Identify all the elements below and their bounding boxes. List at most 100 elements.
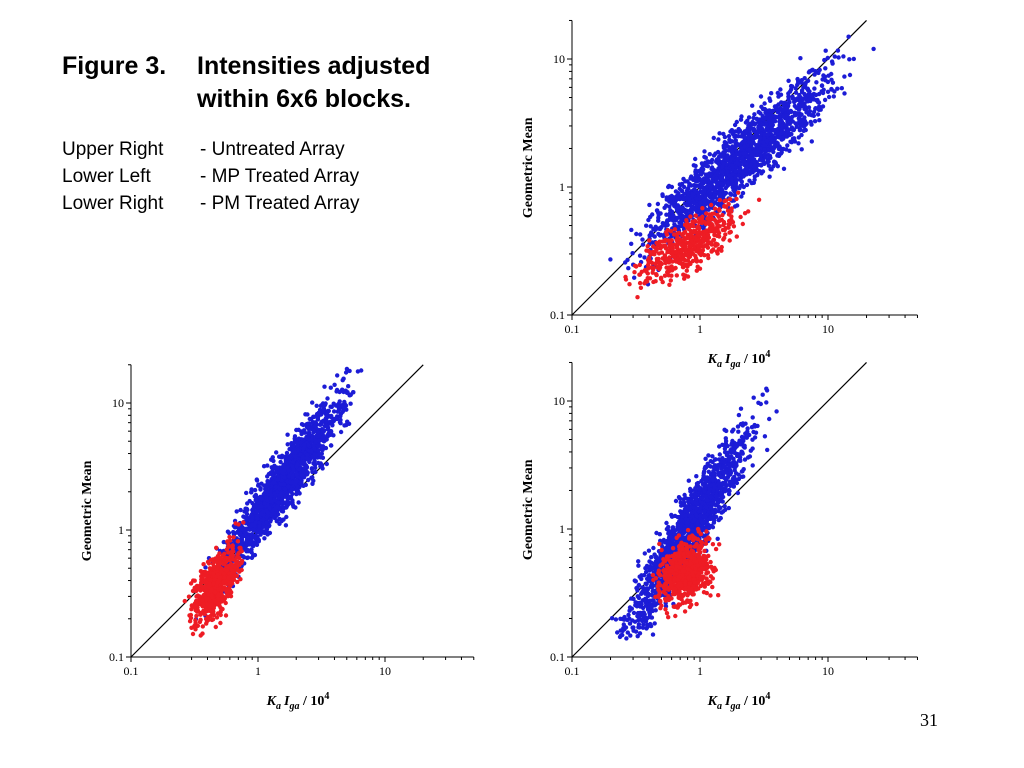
data-point (343, 370, 349, 375)
data-point (644, 223, 649, 228)
data-point (705, 245, 711, 250)
data-point (739, 179, 744, 184)
data-point (232, 525, 238, 530)
y-tick-label: 10 (112, 396, 124, 410)
data-point (825, 55, 830, 61)
data-point (717, 197, 723, 203)
data-point (768, 167, 773, 172)
data-point (693, 213, 698, 218)
data-point (785, 119, 790, 124)
data-point (733, 138, 738, 143)
data-point (689, 238, 694, 244)
data-point (729, 156, 734, 161)
data-point (215, 611, 221, 616)
data-point (759, 163, 764, 168)
data-point (681, 263, 686, 268)
data-point (282, 468, 287, 473)
data-point (222, 575, 227, 580)
data-point (313, 438, 318, 443)
data-point (826, 94, 832, 100)
data-point (699, 172, 704, 177)
data-point (207, 577, 212, 582)
data-point (789, 131, 794, 137)
data-point (266, 481, 271, 486)
data-point (749, 180, 754, 186)
data-point (334, 389, 339, 394)
data-point (315, 443, 321, 449)
data-point (200, 597, 205, 603)
data-point (654, 208, 660, 213)
data-point (731, 224, 737, 229)
data-point (269, 492, 274, 498)
data-point (313, 453, 318, 459)
y-tick-label: 10 (553, 52, 565, 66)
data-point (654, 272, 659, 278)
data-point (759, 126, 764, 132)
data-point (283, 523, 289, 528)
data-point (290, 473, 295, 479)
data-point (634, 264, 639, 269)
data-point (270, 469, 275, 474)
data-point (820, 104, 826, 109)
data-point (716, 214, 721, 219)
data-point (699, 216, 704, 221)
data-point (735, 490, 741, 496)
data-point (241, 520, 246, 525)
data-point (212, 598, 217, 603)
data-point (759, 157, 764, 162)
data-point (340, 403, 345, 408)
data-point (681, 254, 686, 259)
data-point (712, 206, 718, 211)
data-point (669, 273, 674, 278)
data-point (760, 115, 766, 120)
data-point (664, 212, 669, 217)
data-point (762, 101, 767, 106)
data-point (249, 555, 255, 560)
data-point (793, 111, 798, 116)
data-point (675, 203, 680, 208)
data-point (306, 431, 311, 436)
data-point (311, 443, 317, 448)
data-point (781, 114, 786, 119)
data-point (644, 279, 650, 284)
data-point (675, 231, 680, 236)
legend-panel-description: - PM Treated Array (200, 193, 360, 214)
data-point (652, 621, 657, 626)
x-tick-label: 0.1 (124, 664, 139, 678)
data-point (812, 119, 818, 124)
x-tick-label: 10 (379, 664, 391, 678)
data-point (252, 535, 257, 540)
data-point (700, 206, 705, 211)
data-point (716, 137, 721, 142)
data-point (289, 487, 295, 492)
data-point (711, 153, 717, 158)
data-point (714, 180, 719, 185)
data-point (220, 587, 225, 592)
data-point (675, 209, 680, 214)
data-point (702, 200, 708, 205)
data-point (800, 103, 806, 109)
data-point (301, 446, 306, 451)
data-point (783, 132, 788, 137)
data-point (768, 115, 773, 120)
data-point (258, 504, 264, 509)
data-point (771, 108, 776, 114)
data-point (638, 285, 644, 290)
x-axis-label: Ka Iga / 104 (707, 349, 771, 370)
data-point (340, 378, 345, 383)
data-point (299, 431, 304, 437)
data-point (643, 269, 649, 274)
x-tick-label: 1 (255, 664, 261, 678)
data-point (752, 168, 757, 173)
data-point (332, 416, 337, 422)
data-point (786, 91, 791, 96)
data-point (331, 401, 336, 406)
data-point (687, 198, 692, 203)
data-point (707, 152, 712, 157)
data-point (739, 194, 744, 199)
data-point (684, 211, 690, 216)
data-point (825, 79, 831, 85)
data-point (245, 555, 251, 560)
